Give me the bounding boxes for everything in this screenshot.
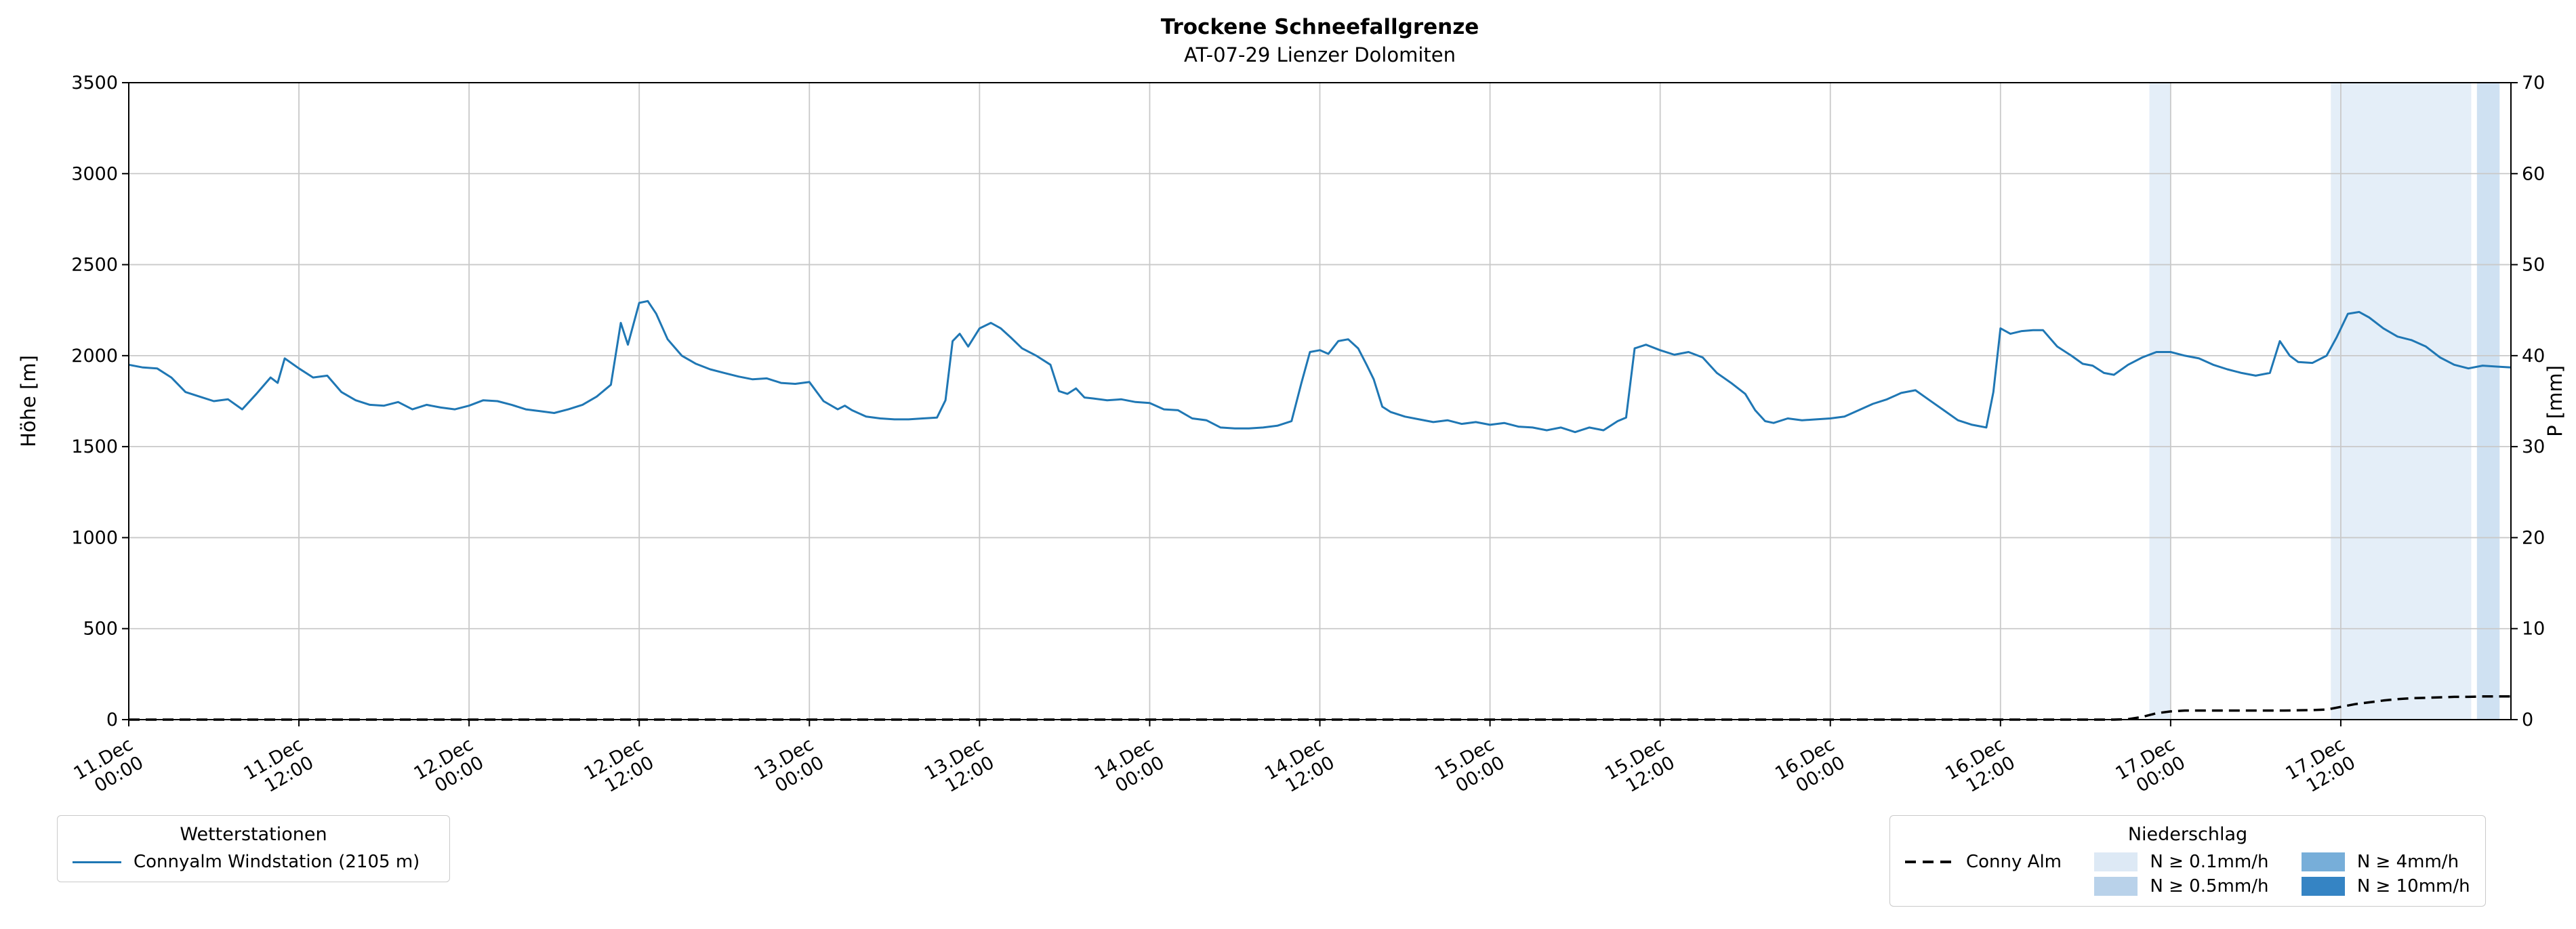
precip-band <box>2149 83 2171 720</box>
chart-subtitle: AT-07-29 Lienzer Dolomiten <box>1183 43 1456 66</box>
patch-n-0.5-label: N ≥ 0.5mm/h <box>2150 876 2269 896</box>
patch-n-0.1-swatch <box>2094 852 2138 871</box>
patch-n-4-swatch <box>2301 852 2345 871</box>
y-right-tick-label: 70 <box>2522 73 2545 94</box>
y-left-tick-label: 3000 <box>71 163 118 184</box>
legend-item-n-0.1: N ≥ 0.1mm/h <box>2094 852 2268 872</box>
x-tick-label: 12.Dec12:00 <box>581 734 657 802</box>
x-tick-label: 16.Dec12:00 <box>1942 734 2018 802</box>
precip-band <box>2331 83 2472 720</box>
x-tick-label: 16.Dec00:00 <box>1772 734 1848 802</box>
y-right-tick-label: 40 <box>2522 346 2545 367</box>
legend-niederschlag: Niederschlag Conny Alm N ≥ 0.1mm/h N ≥ 4… <box>1889 815 2486 907</box>
y-axis-label-right: P [mm] <box>2543 365 2567 437</box>
y-right-tick-label: 50 <box>2522 255 2545 276</box>
patch-n-0.5-swatch <box>2094 877 2138 896</box>
x-tick-label: 11.Dec00:00 <box>70 734 147 802</box>
x-tick-label: 14.Dec00:00 <box>1091 734 1168 802</box>
legend-item-n-0.5: N ≥ 0.5mm/h <box>2094 876 2268 896</box>
y-left-tick-label: 2500 <box>71 255 118 276</box>
legend-niederschlag-title: Niederschlag <box>2127 824 2248 845</box>
patch-n-10-label: N ≥ 10mm/h <box>2356 876 2470 896</box>
x-tick-label: 15.Dec00:00 <box>1431 734 1508 802</box>
legend-niederschlag-grid: Conny Alm N ≥ 0.1mm/h N ≥ 4mm/h N ≥ 0.5m… <box>1905 852 2470 896</box>
y-right-tick-label: 30 <box>2522 436 2545 457</box>
x-tick-label: 15.Dec12:00 <box>1601 734 1678 802</box>
x-tick-label: 17.Dec00:00 <box>2112 734 2188 802</box>
legend-wetterstationen: Wetterstationen Connyalm Windstation (21… <box>57 815 450 882</box>
x-tick-label: 14.Dec12:00 <box>1261 734 1338 802</box>
y-left-tick-label: 1000 <box>71 527 118 548</box>
x-tick-label: 12.Dec00:00 <box>411 734 487 802</box>
x-tick-label: 13.Dec12:00 <box>921 734 998 802</box>
y-left-tick-label: 2000 <box>71 346 118 367</box>
y-left-tick-label: 1500 <box>71 436 118 457</box>
dashed-line-swatch <box>1905 861 1954 863</box>
patch-n-0.1-label: N ≥ 0.1mm/h <box>2150 852 2269 872</box>
legend-item-conny-alm: Conny Alm <box>1905 852 2062 872</box>
y-right-tick-label: 0 <box>2522 709 2533 730</box>
station-line-swatch <box>73 861 121 863</box>
y-axis-label-left: Höhe [m] <box>17 355 40 447</box>
patch-n-4-label: N ≥ 4mm/h <box>2356 852 2459 872</box>
y-left-tick-label: 0 <box>106 709 118 730</box>
patch-n-10-swatch <box>2301 877 2345 896</box>
legend-item-connyalm-windstation: Connyalm Windstation (2105 m) <box>73 852 434 872</box>
x-tick-label: 11.Dec12:00 <box>241 734 317 802</box>
chart-title: Trockene Schneefallgrenze <box>1160 15 1479 39</box>
x-tick-label: 17.Dec12:00 <box>2282 734 2358 802</box>
station-line-label: Connyalm Windstation (2105 m) <box>134 852 420 872</box>
legend-item-n-10: N ≥ 10mm/h <box>2301 876 2470 896</box>
y-left-tick-label: 500 <box>83 619 118 640</box>
legend-wetterstationen-title: Wetterstationen <box>180 824 327 845</box>
y-right-tick-label: 20 <box>2522 527 2545 548</box>
legend-item-n-4: N ≥ 4mm/h <box>2301 852 2470 872</box>
y-right-tick-label: 10 <box>2522 619 2545 640</box>
y-right-tick-label: 60 <box>2522 163 2545 184</box>
y-left-tick-label: 3500 <box>71 73 118 94</box>
conny-alm-label: Conny Alm <box>1966 852 2062 872</box>
x-tick-label: 13.Dec00:00 <box>751 734 827 802</box>
plot-area: 11.Dec00:00 11.Dec12:00 12.Dec00:00 12.Dec1… <box>17 73 2567 802</box>
series-connyalm-windstation-2105-m <box>128 300 2512 434</box>
precip-band <box>2476 83 2500 720</box>
